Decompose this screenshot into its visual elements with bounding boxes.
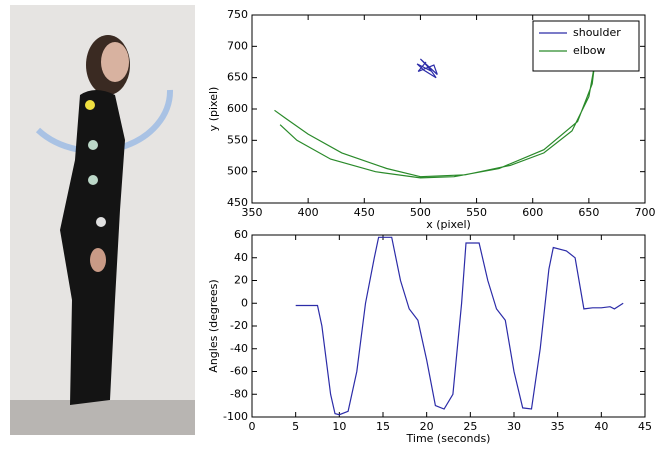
- x-tick-label: 550: [466, 206, 487, 219]
- y-tick-label: 600: [227, 102, 248, 115]
- y-tick-label: 0: [241, 296, 248, 309]
- x-tick-label: 20: [420, 420, 434, 433]
- y-tick-label: 650: [227, 71, 248, 84]
- data-line: [295, 236, 624, 416]
- y-tick-label: -60: [230, 365, 248, 378]
- x-tick-label: 15: [376, 420, 390, 433]
- x-tick-label: 5: [292, 420, 299, 433]
- x-tick-label: 700: [635, 206, 656, 219]
- legend-label: shoulder: [573, 26, 621, 39]
- x-axis-label: x (pixel): [426, 218, 471, 231]
- y-tick-label: -20: [230, 319, 248, 332]
- x-tick-label: 400: [298, 206, 319, 219]
- y-tick-label: 60: [234, 228, 248, 241]
- y-tick-label: 450: [227, 196, 248, 209]
- y-axis-label: y (pixel): [207, 87, 220, 132]
- y-tick-label: -40: [230, 342, 248, 355]
- x-tick-label: 10: [332, 420, 346, 433]
- y-tick-label: -80: [230, 387, 248, 400]
- x-tick-label: 600: [522, 206, 543, 219]
- x-tick-label: 500: [410, 206, 431, 219]
- x-tick-label: 25: [463, 420, 477, 433]
- legend-label: elbow: [573, 44, 606, 57]
- x-tick-label: 450: [354, 206, 375, 219]
- y-tick-label: 500: [227, 165, 248, 178]
- y-tick-label: 700: [227, 39, 248, 52]
- x-tick-label: 30: [507, 420, 521, 433]
- plot-frame: [251, 14, 646, 204]
- x-tick-label: 0: [249, 420, 256, 433]
- photo: [10, 5, 195, 435]
- y-tick-label: 550: [227, 133, 248, 146]
- x-tick-label: 35: [551, 420, 565, 433]
- plot-frame: [251, 234, 646, 418]
- y-tick-label: 40: [234, 251, 248, 264]
- data-line: [416, 58, 438, 79]
- data-line: [274, 64, 596, 179]
- y-tick-label: 20: [234, 274, 248, 287]
- y-tick-label: -100: [223, 410, 248, 423]
- x-tick-label: 45: [638, 420, 652, 433]
- y-axis-label: Angles (degrees): [207, 279, 220, 372]
- x-tick-label: 350: [242, 206, 263, 219]
- x-axis-label: Time (seconds): [406, 432, 491, 445]
- y-tick-label: 750: [227, 8, 248, 21]
- legend-box: [532, 20, 640, 72]
- x-tick-label: 40: [594, 420, 608, 433]
- x-tick-label: 650: [578, 206, 599, 219]
